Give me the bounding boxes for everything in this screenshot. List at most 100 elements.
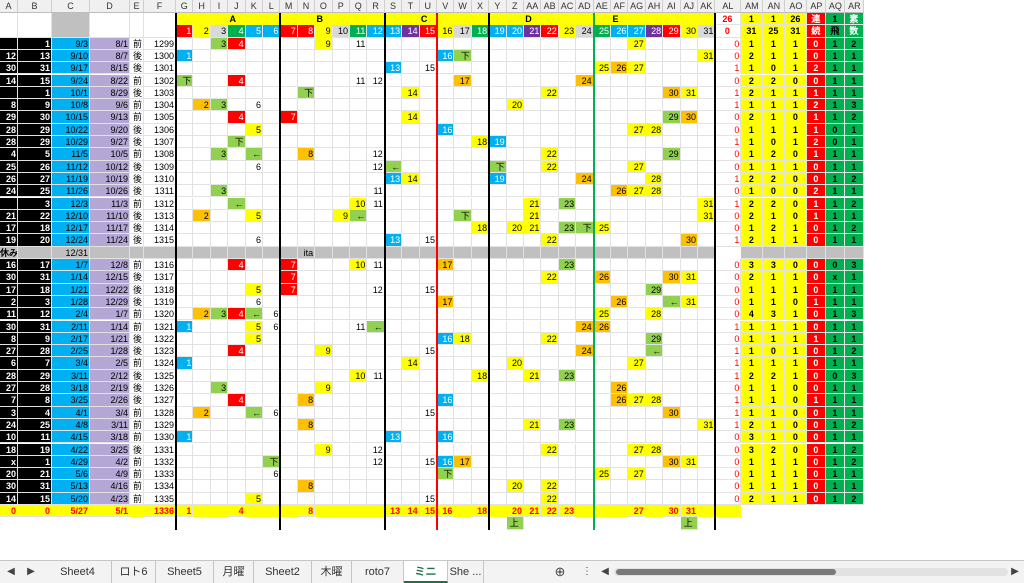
- grid-cell[interactable]: [645, 406, 664, 419]
- grid-cell[interactable]: [419, 37, 437, 50]
- grid-cell[interactable]: 29: [645, 332, 664, 346]
- cell-a[interactable]: 17: [0, 222, 18, 235]
- grid-cell[interactable]: [350, 332, 368, 346]
- grid-cell[interactable]: ←: [245, 308, 263, 321]
- summary-cell-aq[interactable]: 1: [826, 222, 846, 235]
- summary-cell-aq[interactable]: 1: [826, 308, 846, 321]
- summary-cell-am[interactable]: 3: [741, 443, 764, 456]
- summary-cell-am[interactable]: 3: [741, 431, 764, 444]
- cell-a[interactable]: 3: [0, 406, 18, 419]
- grid-cell[interactable]: [280, 222, 298, 235]
- grid-cell[interactable]: 10: [350, 197, 368, 210]
- summary-cell-ao[interactable]: 1: [785, 357, 808, 370]
- column-header-k[interactable]: K: [245, 0, 263, 13]
- summary-cell-an[interactable]: 1: [763, 357, 786, 370]
- cell-f[interactable]: 1329: [144, 418, 176, 432]
- grid-cell[interactable]: [315, 160, 333, 173]
- grid-cell[interactable]: [350, 123, 368, 136]
- spreadsheet-grid[interactable]: A B C D E F G H I J K L M N O P Q R S T U V W X Y Z AA AB AC AD AE AF AG…: [0, 0, 1024, 560]
- grid-cell[interactable]: [193, 123, 211, 136]
- summary-cell-ar[interactable]: 2: [845, 172, 865, 186]
- grid-cell[interactable]: [628, 345, 646, 358]
- grid-cell[interactable]: [576, 271, 594, 284]
- cell-e[interactable]: 前: [130, 148, 144, 161]
- sheet-tab[interactable]: ミニ: [404, 561, 448, 583]
- grid-cell[interactable]: [315, 357, 333, 370]
- grid-cell[interactable]: [332, 455, 350, 469]
- grid-cell[interactable]: [558, 492, 577, 505]
- grid-cell[interactable]: 27: [628, 185, 646, 198]
- grid-cell[interactable]: 20: [506, 222, 524, 235]
- grid-cell[interactable]: [645, 468, 664, 481]
- grid-cell[interactable]: [576, 209, 594, 223]
- grid-cell[interactable]: [280, 443, 298, 456]
- summary-cell-an[interactable]: 1: [763, 123, 786, 136]
- grid-cell[interactable]: [698, 185, 716, 198]
- grid-cell[interactable]: [210, 394, 229, 407]
- cell-a[interactable]: 25: [0, 160, 18, 173]
- grid-cell[interactable]: [332, 492, 350, 505]
- grid-cell[interactable]: [384, 74, 403, 87]
- grid-cell[interactable]: [558, 332, 577, 346]
- grid-cell[interactable]: [193, 62, 211, 75]
- grid-cell[interactable]: [280, 345, 298, 358]
- summary-cell-ap[interactable]: 0: [807, 259, 827, 272]
- grid-cell[interactable]: [454, 468, 472, 481]
- grid-cell[interactable]: [437, 172, 455, 186]
- grid-cell[interactable]: [489, 455, 507, 469]
- summary-cell-ao[interactable]: 1: [785, 62, 808, 75]
- grid-cell[interactable]: [193, 345, 211, 358]
- grid-cell[interactable]: [541, 431, 559, 444]
- grid-cell[interactable]: [384, 406, 403, 419]
- grid-cell[interactable]: [228, 357, 246, 370]
- grid-cell[interactable]: [210, 271, 229, 284]
- grid-cell[interactable]: [454, 172, 472, 186]
- summary-cell-ar[interactable]: 3: [845, 369, 865, 382]
- grid-cell[interactable]: [176, 259, 194, 272]
- grid-cell[interactable]: [628, 234, 646, 247]
- grid-cell[interactable]: 17: [454, 74, 472, 87]
- grid-cell[interactable]: [576, 37, 594, 50]
- grid-cell[interactable]: [576, 185, 594, 198]
- cell-f[interactable]: 1321: [144, 320, 176, 333]
- cell-d[interactable]: 10/12: [90, 160, 130, 173]
- grid-cell[interactable]: [558, 49, 577, 63]
- column-header-m[interactable]: M: [280, 0, 298, 13]
- grid-cell[interactable]: [350, 406, 368, 419]
- grid-cell[interactable]: [367, 406, 385, 419]
- grid-cell[interactable]: [611, 271, 629, 284]
- column-header-r[interactable]: R: [367, 0, 385, 13]
- grid-cell[interactable]: [628, 148, 646, 161]
- cell-c[interactable]: 11/26: [52, 185, 90, 198]
- grid-cell[interactable]: [663, 99, 681, 112]
- grid-cell[interactable]: [489, 418, 507, 432]
- grid-cell[interactable]: 3: [210, 308, 229, 321]
- summary-cell-am[interactable]: 2: [741, 111, 764, 124]
- grid-cell[interactable]: [454, 406, 472, 419]
- cell-f[interactable]: 1314: [144, 222, 176, 235]
- grid-cell[interactable]: [297, 443, 316, 456]
- grid-cell[interactable]: [210, 332, 229, 346]
- grid-cell[interactable]: [524, 431, 542, 444]
- cell-e[interactable]: 後: [130, 234, 144, 247]
- grid-cell[interactable]: [210, 123, 229, 136]
- grid-cell[interactable]: [698, 431, 716, 444]
- summary-cell-ar[interactable]: 1: [845, 394, 865, 407]
- summary-cell-aq[interactable]: 1: [826, 86, 846, 100]
- summary-cell-am[interactable]: 3: [741, 259, 764, 272]
- grid-cell[interactable]: [611, 406, 629, 419]
- grid-cell[interactable]: [628, 74, 646, 87]
- summary-cell-ar[interactable]: 1: [845, 332, 865, 346]
- summary-cell-ap[interactable]: 0: [807, 172, 827, 186]
- column-header-al[interactable]: AL: [715, 0, 742, 13]
- column-header-j[interactable]: J: [228, 0, 246, 13]
- grid-cell[interactable]: [419, 197, 437, 210]
- column-header-z[interactable]: Z: [506, 0, 524, 13]
- grid-cell[interactable]: [263, 86, 281, 100]
- grid-cell[interactable]: [245, 345, 263, 358]
- grid-cell[interactable]: [297, 468, 316, 481]
- extra-cell[interactable]: 上: [506, 517, 524, 530]
- summary-cell-am[interactable]: 1: [741, 357, 764, 370]
- grid-cell[interactable]: [471, 234, 490, 247]
- cell-al[interactable]: 0: [715, 308, 742, 321]
